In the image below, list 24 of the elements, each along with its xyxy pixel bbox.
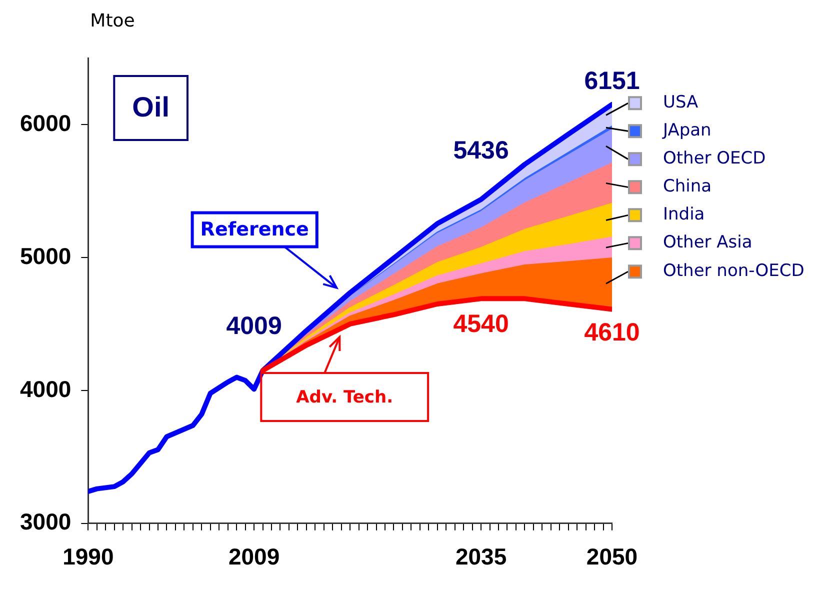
- y-tick-label: 4000: [20, 376, 72, 402]
- x-tick-label: 2050: [586, 544, 638, 570]
- annotation: 6151: [584, 66, 640, 95]
- annotation: 4610: [584, 318, 640, 347]
- text: Reference: [200, 218, 309, 241]
- legend-label: Other non-OECD: [663, 261, 804, 282]
- series-label: Adv. Tech.: [296, 387, 394, 408]
- x-tick-label: 2035: [455, 544, 507, 570]
- legend-label: Other Asia: [663, 232, 752, 253]
- y-axis-title: Mtoe: [90, 10, 135, 32]
- annotation: 5436: [453, 136, 509, 164]
- y-tick-label: 5000: [20, 242, 72, 269]
- legend-label: USA: [663, 92, 699, 113]
- y-tick-label: 3000: [20, 508, 72, 535]
- legend-label: China: [663, 176, 712, 197]
- legend-label: India: [663, 204, 705, 225]
- x-tick-label: 2009: [228, 544, 280, 570]
- y-tick-label: 6000: [20, 110, 72, 136]
- x-tick-label: 1990: [62, 544, 114, 570]
- annotation: 4540: [453, 310, 509, 338]
- legend-label: JApan: [662, 120, 712, 141]
- text: Oil: [132, 92, 170, 123]
- annotation: 4009: [226, 312, 282, 340]
- legend-label: Other OECD: [663, 148, 766, 169]
